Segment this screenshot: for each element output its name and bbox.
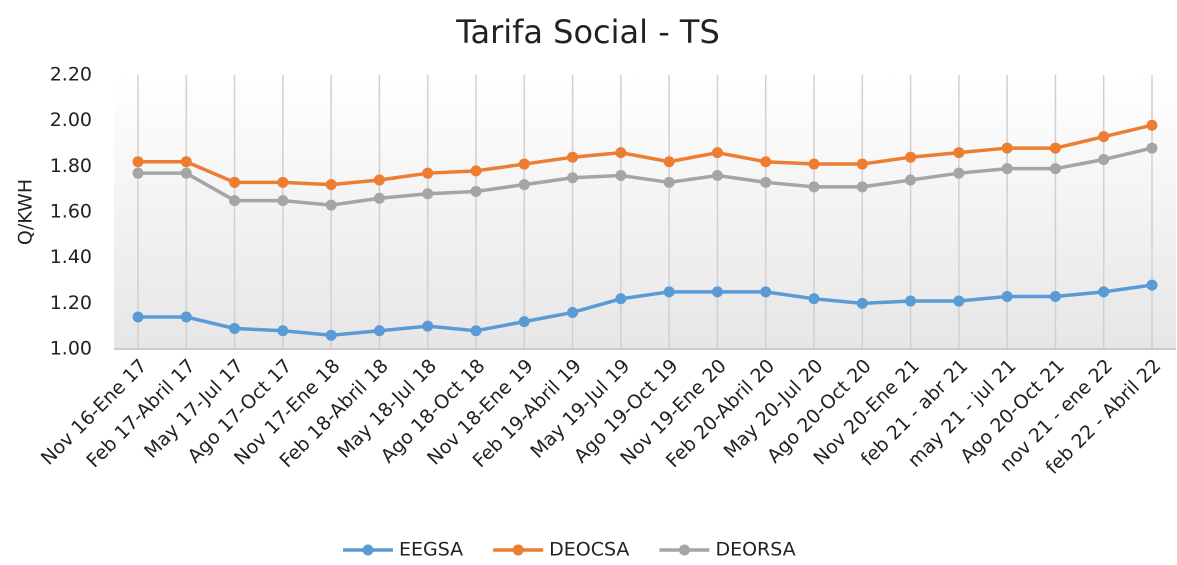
line — [138, 283, 1153, 338]
marker — [132, 167, 144, 179]
legend-label: EEGSA — [399, 539, 463, 561]
legend-marker — [362, 544, 374, 556]
marker — [1049, 142, 1061, 154]
marker — [567, 151, 579, 163]
marker — [470, 185, 482, 197]
marker — [905, 174, 917, 186]
marker — [856, 181, 868, 193]
marker — [518, 316, 530, 328]
marker — [953, 147, 965, 159]
marker — [711, 147, 723, 159]
marker — [615, 293, 627, 305]
y-tick-label: 1.60 — [50, 201, 92, 223]
marker — [1098, 131, 1110, 143]
marker — [470, 165, 482, 177]
marker — [856, 158, 868, 170]
marker — [229, 195, 241, 207]
marker — [760, 156, 772, 168]
marker — [470, 325, 482, 337]
marker — [760, 176, 772, 188]
marker — [277, 195, 289, 207]
marker — [325, 199, 337, 211]
marker — [1146, 142, 1158, 154]
marker — [518, 158, 530, 170]
marker — [1001, 290, 1013, 302]
marker — [132, 156, 144, 168]
marker — [953, 167, 965, 179]
marker — [808, 158, 820, 170]
marker — [567, 172, 579, 184]
marker — [373, 192, 385, 204]
marker — [711, 286, 723, 298]
marker — [277, 176, 289, 188]
marker — [180, 156, 192, 168]
marker — [1049, 163, 1061, 175]
marker — [422, 167, 434, 179]
marker — [663, 176, 675, 188]
marker — [905, 151, 917, 163]
marker — [856, 297, 868, 309]
marker — [422, 320, 434, 332]
marker — [325, 329, 337, 341]
marker — [1001, 163, 1013, 175]
marker — [1098, 286, 1110, 298]
legend-label: DEORSA — [715, 539, 795, 561]
marker — [663, 156, 675, 168]
marker — [1049, 290, 1061, 302]
marker — [132, 311, 144, 323]
chart-title: Tarifa Social - TS — [455, 13, 720, 51]
legend-marker — [512, 544, 524, 556]
marker — [1098, 153, 1110, 165]
marker — [422, 188, 434, 200]
marker — [760, 286, 772, 298]
y-tick-label: 1.40 — [50, 246, 92, 268]
marker — [518, 179, 530, 191]
marker — [663, 286, 675, 298]
y-tick-label: 2.20 — [50, 64, 92, 86]
marker — [1146, 119, 1158, 131]
marker — [277, 325, 289, 337]
marker — [905, 295, 917, 307]
y-tick-label: 2.00 — [50, 109, 92, 131]
y-axis-label: Q/KWH — [15, 179, 37, 245]
marker — [711, 169, 723, 181]
line — [138, 146, 1153, 207]
marker — [1146, 279, 1158, 291]
marker — [325, 179, 337, 191]
marker — [229, 176, 241, 188]
marker — [373, 174, 385, 186]
marker — [808, 181, 820, 193]
marker — [615, 169, 627, 181]
marker — [953, 295, 965, 307]
line — [138, 123, 1153, 187]
plot-area — [114, 75, 1176, 349]
marker — [808, 293, 820, 305]
y-tick-label: 1.20 — [50, 292, 92, 314]
marker — [615, 147, 627, 159]
y-tick-label: 1.00 — [50, 338, 92, 360]
marker — [180, 167, 192, 179]
legend-label: DEOCSA — [549, 539, 629, 561]
y-tick-label: 1.80 — [50, 155, 92, 177]
marker — [373, 325, 385, 337]
legend-marker — [678, 544, 690, 556]
marker — [229, 322, 241, 334]
marker — [567, 306, 579, 318]
marker — [180, 311, 192, 323]
marker — [1001, 142, 1013, 154]
